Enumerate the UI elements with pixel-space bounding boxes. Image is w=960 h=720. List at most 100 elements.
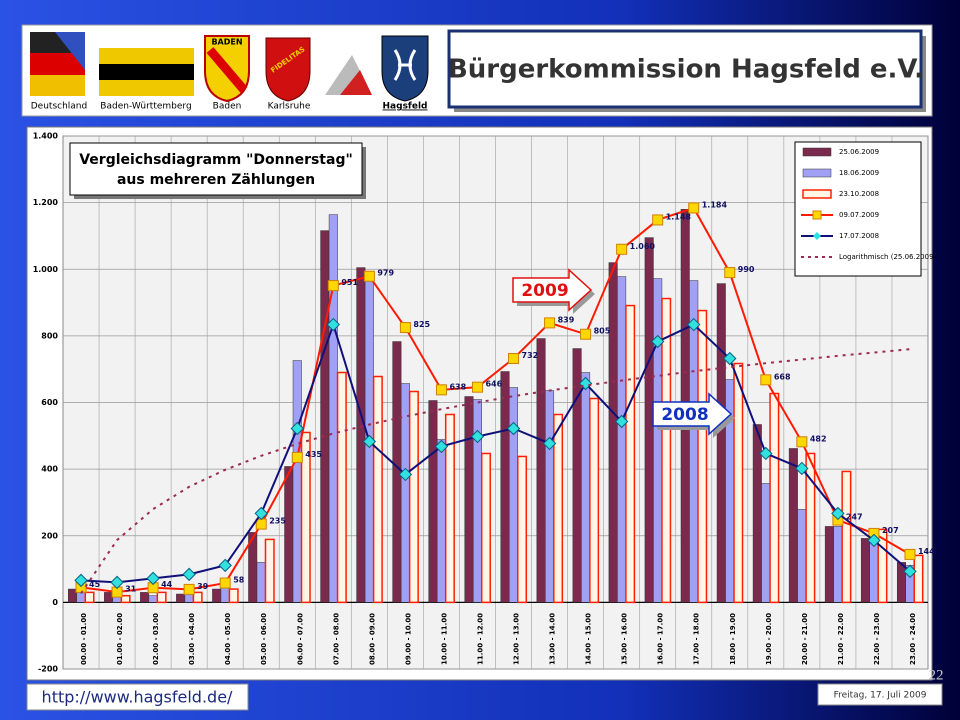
x-tick-label: 08.00 - 09.00 [368,613,376,665]
marker [291,451,303,463]
bar [553,413,564,604]
y-tick-label: -200 [38,665,58,674]
marker [796,436,808,448]
bar [824,526,834,603]
x-tick-label: 07.00 - 08.00 [332,613,340,665]
value-label: 44 [161,580,173,589]
logo-karlsruhe [265,37,311,102]
value-label: 482 [810,434,827,443]
bar [256,562,266,603]
value-label: 58 [233,576,245,585]
logo-triangle-red [340,70,372,95]
logo-hagsfeld-sign [393,49,417,81]
marker [688,202,700,214]
bar [805,452,816,604]
bar [176,593,186,603]
marker [110,575,124,590]
marker [687,317,701,332]
x-tick-label: 15.00 - 16.00 [621,613,629,665]
chart: -200 0 200 400 600 800 1.000 1.200 1.400 00.00 - … [33,132,937,674]
bar [480,452,491,604]
logo-bw-gold2 [99,80,194,96]
y-tick-label: 0 [52,598,58,607]
bar [392,341,402,603]
marker [362,434,377,449]
bar [545,390,555,603]
annotation-arrow [652,392,733,436]
shield-text: BADEN [211,38,242,47]
logo-labels: Deutschland Baden-Württemberg Baden Karl… [31,102,428,112]
legend-swatch [802,189,832,199]
marker [831,506,845,521]
bar [797,509,807,603]
legend-label: 18.06.2009 [839,169,879,177]
x-tick-label: 12.00 - 13.00 [513,613,521,665]
logo-label: Karlsruhe [268,102,311,112]
bar [228,588,239,604]
y-tick-label: 1.200 [33,198,59,207]
marker [471,381,483,393]
value-label: 805 [594,327,611,336]
value-label: 31 [125,585,137,594]
value-label: 235 [269,517,286,526]
legend-marker [812,210,822,220]
logo-eu [55,32,85,70]
value-label: 979 [377,269,394,278]
legend-label: 17.07.2008 [839,232,879,240]
bar [788,448,798,603]
value-label: 247 [846,513,863,522]
bar [517,455,528,604]
bar [444,413,455,604]
bar [860,538,870,603]
bar [120,594,131,604]
logo-hagsfeld [381,35,429,102]
x-tick-label: 14.00 - 15.00 [585,613,593,665]
bar [841,470,852,604]
value-label: 39 [197,582,209,591]
x-tick-label: 02.00 - 03.00 [152,613,160,665]
logo-bw-gold [99,48,194,64]
bar [653,278,663,603]
footer-url: http://www.hagsfeld.de/ [42,688,233,707]
footer-date: Freitag, 17. Juli 2009 [834,691,927,701]
x-tick-label: 11.00 - 12.00 [476,613,484,665]
marker [616,243,628,255]
y-tick-label: 600 [41,398,58,407]
bar [284,466,294,603]
bar [716,283,726,603]
bar [140,592,150,603]
chart-title: aus mehreren Zählungen [117,172,315,188]
y-tick-label: 1.400 [33,132,59,141]
x-tick-label: 00.00 - 01.00 [80,613,88,665]
marker [183,583,195,595]
bar [68,588,78,603]
marker [255,518,267,530]
y-tick-label: 400 [41,465,58,474]
bar [509,387,519,603]
marker [435,384,447,396]
x-tick-label: 13.00 - 14.00 [549,613,557,665]
x-tick-label: 18.00 - 19.00 [729,613,737,665]
marker [327,280,339,292]
bar [192,591,203,604]
marker [434,439,449,454]
x-tick-label: 09.00 - 10.00 [404,613,412,665]
legend-swatch [802,168,832,178]
bar [581,372,591,603]
marker [795,461,809,476]
line [80,321,911,584]
marker [182,567,196,582]
bar [733,362,744,604]
marker [398,467,413,482]
bar [84,591,95,604]
y-tick-label: 1.000 [33,265,59,274]
marker [470,429,485,444]
bar [697,309,708,604]
bar [300,431,311,604]
marker [508,353,520,365]
marker [542,436,557,451]
marker [399,322,411,334]
marker [363,270,375,282]
